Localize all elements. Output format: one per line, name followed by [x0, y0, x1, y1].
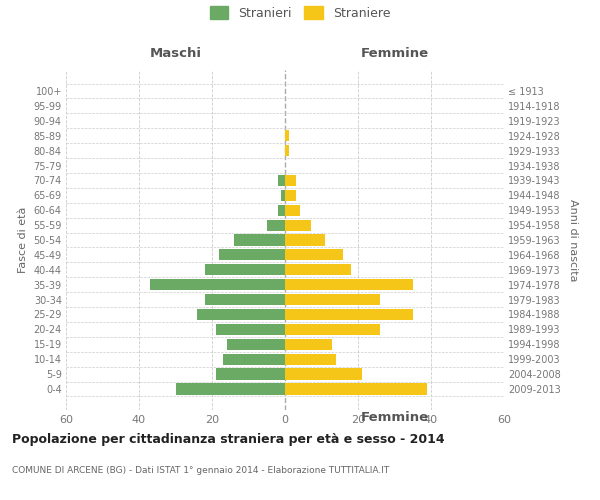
Text: COMUNE DI ARCENE (BG) - Dati ISTAT 1° gennaio 2014 - Elaborazione TUTTITALIA.IT: COMUNE DI ARCENE (BG) - Dati ISTAT 1° ge…: [12, 466, 389, 475]
Bar: [220, 250, 285, 260]
Bar: [278, 204, 285, 216]
Bar: [285, 309, 413, 320]
Bar: [285, 220, 311, 230]
Bar: [285, 368, 362, 380]
Bar: [285, 264, 350, 276]
Bar: [285, 204, 299, 216]
Bar: [285, 294, 380, 305]
Bar: [278, 175, 285, 186]
Bar: [227, 338, 285, 350]
Bar: [285, 250, 343, 260]
Bar: [215, 324, 285, 335]
Text: Popolazione per cittadinanza straniera per età e sesso - 2014: Popolazione per cittadinanza straniera p…: [12, 432, 445, 446]
Bar: [150, 279, 285, 290]
Bar: [285, 338, 332, 350]
Text: Femmine: Femmine: [361, 410, 428, 424]
Y-axis label: Anni di nascita: Anni di nascita: [568, 198, 578, 281]
Bar: [285, 130, 289, 141]
Bar: [205, 294, 285, 305]
Bar: [285, 145, 289, 156]
Bar: [285, 234, 325, 246]
Text: Femmine: Femmine: [361, 47, 428, 60]
Bar: [197, 309, 285, 320]
Bar: [281, 190, 285, 201]
Legend: Stranieri, Straniere: Stranieri, Straniere: [209, 6, 391, 20]
Bar: [285, 384, 427, 394]
Bar: [285, 324, 380, 335]
Bar: [285, 190, 296, 201]
Bar: [285, 354, 336, 365]
Text: Maschi: Maschi: [149, 47, 202, 60]
Bar: [215, 368, 285, 380]
Bar: [234, 234, 285, 246]
Bar: [285, 279, 413, 290]
Bar: [223, 354, 285, 365]
Bar: [285, 175, 296, 186]
Bar: [205, 264, 285, 276]
Bar: [267, 220, 285, 230]
Bar: [176, 384, 285, 394]
Y-axis label: Fasce di età: Fasce di età: [18, 207, 28, 273]
